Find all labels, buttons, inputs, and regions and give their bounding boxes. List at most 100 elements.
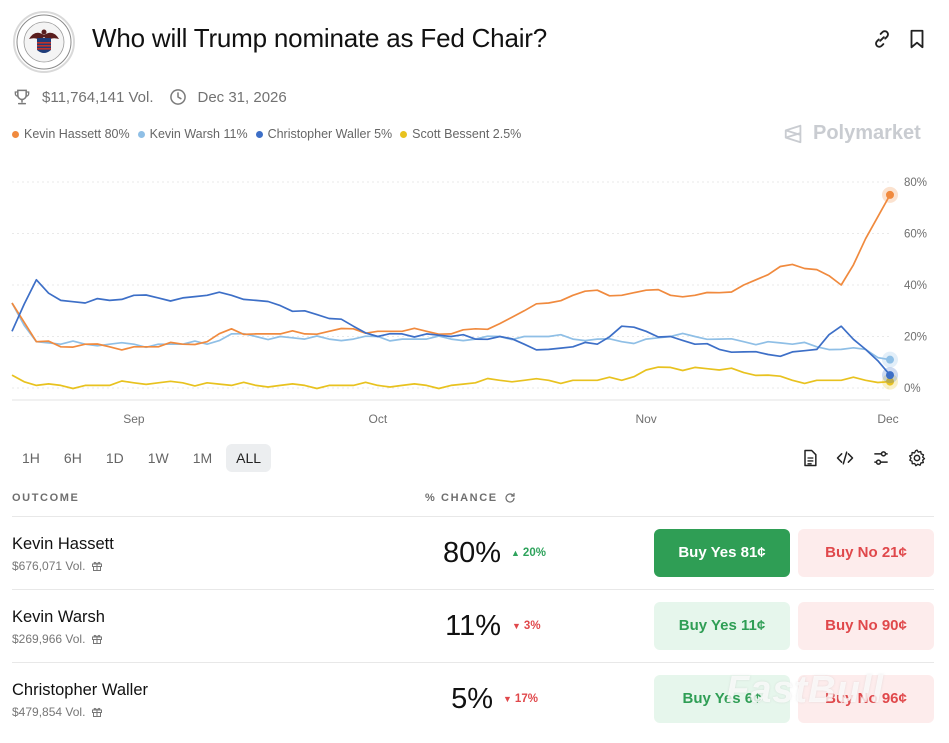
end-date: Dec 31, 2026 xyxy=(197,88,287,106)
outcome-name: Christopher Waller xyxy=(12,681,149,699)
legend-label: Kevin Warsh 11% xyxy=(149,127,248,141)
polymarket-brand: Polymarket xyxy=(783,122,921,145)
series-end-point xyxy=(886,377,894,386)
settings-gear-icon[interactable] xyxy=(907,448,927,468)
gift-icon[interactable] xyxy=(91,560,103,572)
buy-no-label: Buy No xyxy=(825,690,878,707)
legend-label: Scott Bessent 2.5% xyxy=(412,127,522,141)
y-tick-label: 60% xyxy=(904,229,927,241)
outcome-volume-text: $479,854 Vol. xyxy=(12,705,86,719)
legend-dot xyxy=(400,130,408,138)
range-button-1w[interactable]: 1W xyxy=(147,450,169,466)
legend-item-hassett: Kevin Hassett 80% xyxy=(12,127,130,141)
buy-no-label: Buy No xyxy=(825,617,878,634)
series-line-christopher-waller xyxy=(11,278,891,376)
range-button-1d[interactable]: 1D xyxy=(105,450,124,466)
buy-no-price: 21¢ xyxy=(881,544,907,561)
legend-dot xyxy=(12,130,19,138)
triangle-up-icon: ▲ xyxy=(511,548,520,558)
buy-yes-price: 11¢ xyxy=(741,617,766,634)
x-tick-label: Oct xyxy=(368,412,387,426)
range-button-1m[interactable]: 1M xyxy=(192,450,213,466)
triangle-down-icon: ▼ xyxy=(512,621,521,631)
buy-yes-button[interactable]: Buy Yes 11¢ xyxy=(654,602,790,650)
outcome-row-hassett[interactable]: Kevin Hassett $676,071 Vol. 80% ▲ 20% Bu… xyxy=(0,517,949,589)
outcome-chance: 80% xyxy=(442,537,501,569)
trophy-icon xyxy=(14,89,30,105)
range-button-6h[interactable]: 6H xyxy=(63,450,82,466)
outcome-row-waller[interactable]: Christopher Waller $479,854 Vol. 5% ▼ 17… xyxy=(0,663,949,743)
outcome-chance: 5% xyxy=(451,683,493,715)
series-end-point xyxy=(886,355,894,364)
chance-change-down: ▼ 17% xyxy=(503,693,538,705)
outcome-name: Kevin Hassett xyxy=(12,535,114,553)
polymarket-logo-icon xyxy=(784,124,802,143)
x-tick-label: Sep xyxy=(123,412,145,426)
bookmark-icon[interactable] xyxy=(906,28,928,50)
buy-yes-price: 81¢ xyxy=(740,544,766,561)
watermark: FastBull xyxy=(726,669,884,711)
outcome-name: Kevin Warsh xyxy=(12,608,105,626)
series-end-point xyxy=(886,371,894,380)
legend-item-warsh: Kevin Warsh 11% xyxy=(137,127,248,141)
outcome-chance: 11% xyxy=(445,610,501,642)
document-icon[interactable] xyxy=(800,448,820,468)
chart-legend: Kevin Hassett 80% Kevin Warsh 11% Christ… xyxy=(12,127,529,141)
chance-change-value: 17% xyxy=(514,693,538,705)
page-title: Who will Trump nominate as Fed Chair? xyxy=(92,23,548,53)
link-icon[interactable] xyxy=(871,28,893,50)
series-line-kevin-hassett xyxy=(11,194,891,351)
table-divider xyxy=(12,662,934,663)
gift-icon[interactable] xyxy=(91,633,103,645)
y-tick-label: 40% xyxy=(904,280,927,292)
price-history-chart[interactable]: 0% 20% 40% 60% 80% Sep Oct Nov Dec xyxy=(0,168,949,430)
sliders-icon[interactable] xyxy=(871,448,891,468)
clock-icon xyxy=(169,89,186,105)
brand-name: Polymarket xyxy=(813,122,921,144)
outcome-volume: $269,966 Vol. xyxy=(12,632,103,646)
x-tick-label: Nov xyxy=(635,412,656,426)
x-tick-label: Dec xyxy=(877,412,898,426)
buy-no-price: 90¢ xyxy=(881,617,907,634)
buy-no-button[interactable]: Buy No 21¢ xyxy=(798,529,934,577)
buy-no-button[interactable]: Buy No 96¢ xyxy=(798,675,934,723)
range-button-all[interactable]: ALL xyxy=(226,444,272,472)
buy-no-label: Buy No xyxy=(825,544,878,561)
y-tick-label: 20% xyxy=(904,332,927,344)
buy-yes-button[interactable]: Buy Yes 6¢ xyxy=(654,675,790,723)
table-divider xyxy=(12,516,934,517)
chance-change-up: ▲ 20% xyxy=(511,547,546,559)
legend-item-bessent: Scott Bessent 2.5% xyxy=(400,127,521,141)
series-line-scott-bessent xyxy=(11,366,891,390)
market-meta: $11,764,141 Vol. Dec 31, 2026 xyxy=(12,86,287,108)
range-button-1h[interactable]: 1H xyxy=(22,450,40,466)
buy-no-button[interactable]: Buy No 90¢ xyxy=(798,602,934,650)
buy-yes-price: 6¢ xyxy=(744,690,762,707)
buy-no-price: 96¢ xyxy=(881,690,907,707)
legend-dot xyxy=(137,130,145,138)
outcome-volume-text: $269,966 Vol. xyxy=(12,632,86,646)
buy-yes-button[interactable]: Buy Yes 81¢ xyxy=(654,529,790,577)
total-volume: $11,764,141 Vol. xyxy=(42,88,154,106)
chance-change-value: 3% xyxy=(523,620,541,632)
refresh-icon[interactable] xyxy=(504,492,516,504)
outcome-row-warsh[interactable]: Kevin Warsh $269,966 Vol. 11% ▼ 3% Buy Y… xyxy=(0,590,949,662)
federal-reserve-seal-logo xyxy=(13,11,75,73)
outcome-volume: $676,071 Vol. xyxy=(12,559,103,573)
chance-change-down: ▼ 3% xyxy=(512,620,541,632)
outcome-column-header: OUTCOME xyxy=(12,492,80,504)
chance-change-value: 20% xyxy=(522,547,546,559)
outcome-volume-text: $676,071 Vol. xyxy=(12,559,86,573)
buy-yes-label: Buy Yes xyxy=(678,617,737,634)
time-range-selector: 1H 6H 1D 1W 1M ALL xyxy=(12,444,275,472)
y-tick-label: 80% xyxy=(904,177,927,189)
legend-label: Kevin Hassett 80% xyxy=(24,127,130,141)
outcome-volume: $479,854 Vol. xyxy=(12,705,103,719)
chance-column-label: % CHANCE xyxy=(425,492,498,504)
y-tick-label: 0% xyxy=(904,383,921,395)
buy-yes-label: Buy Yes xyxy=(678,544,737,561)
embed-code-icon[interactable] xyxy=(835,448,855,468)
series-line-kevin-warsh xyxy=(11,302,891,361)
gift-icon[interactable] xyxy=(91,706,103,718)
legend-item-waller: Christopher Waller 5% xyxy=(255,127,392,141)
